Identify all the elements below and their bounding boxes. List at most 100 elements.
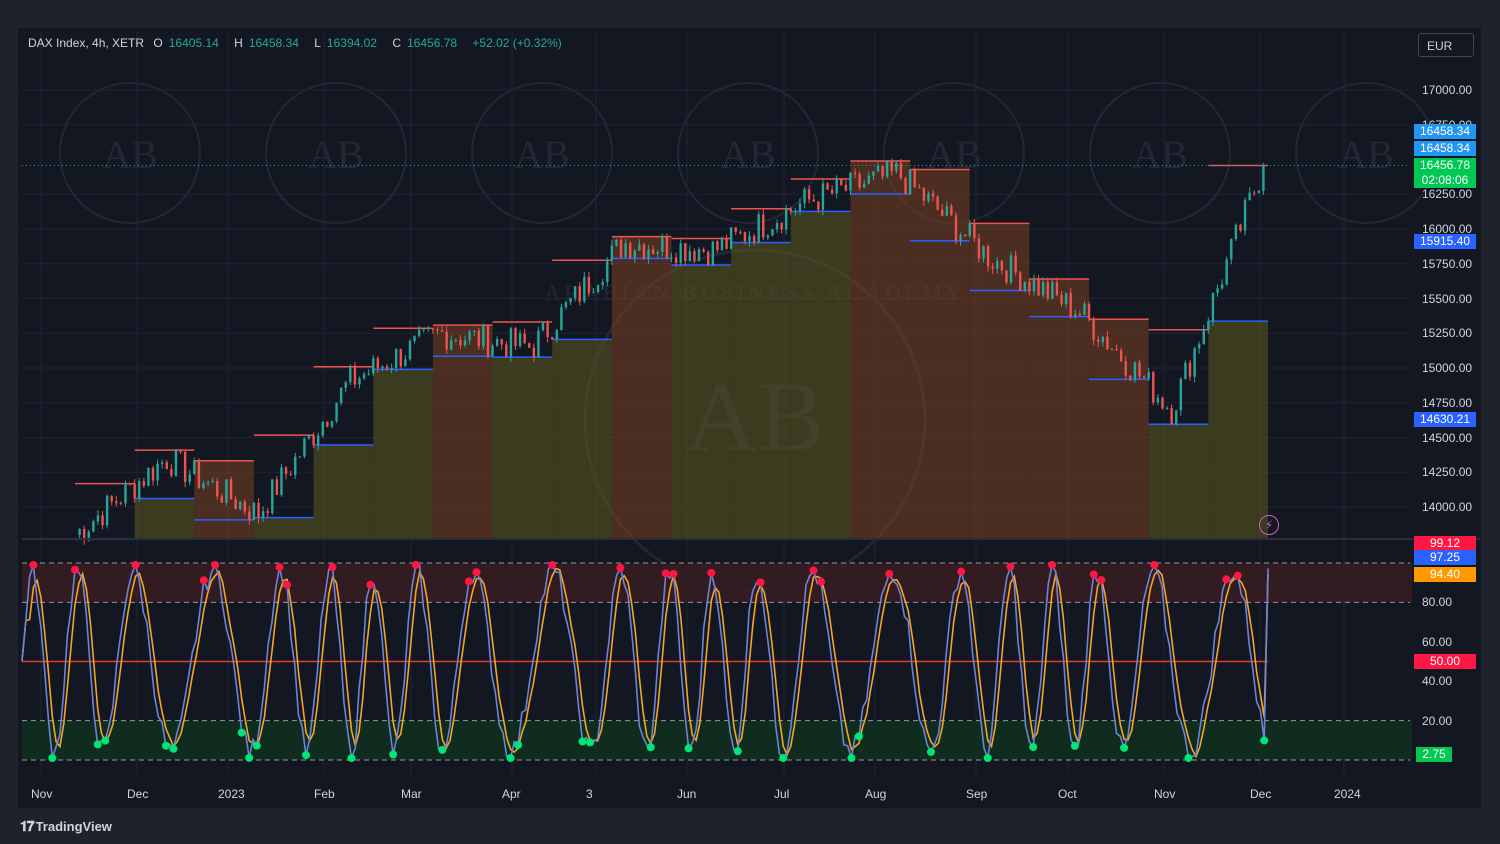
candle-body [890, 160, 893, 171]
tradingview-logo[interactable]: 𝟏𝟕 TradingView [20, 818, 112, 835]
candle-body [500, 339, 503, 345]
currency-button[interactable]: EUR [1418, 33, 1474, 57]
candle-body [1069, 293, 1072, 317]
candle-body [858, 174, 861, 188]
candle-body [1234, 224, 1238, 239]
candle-body [918, 187, 921, 189]
demand-zone [1148, 424, 1209, 538]
price-tag: 16458.34 [1414, 124, 1476, 139]
candle-body [394, 349, 398, 368]
candle-body [936, 196, 939, 210]
candle-body [954, 215, 958, 241]
buy-signal-dot [983, 754, 992, 763]
time-axis-tick: Oct [1058, 787, 1077, 801]
candle-body [661, 236, 664, 253]
candle-body [830, 189, 834, 194]
buy-signal-dot [93, 740, 102, 749]
candle-body [748, 235, 751, 242]
sell-signal-dot [472, 568, 481, 577]
candle-body [101, 515, 104, 526]
candle-body [757, 214, 760, 243]
candle-body [427, 328, 430, 330]
overbought-band [22, 563, 1412, 603]
candle-body [234, 499, 237, 509]
sell-signal-dot [756, 578, 765, 587]
candle-body [376, 358, 380, 369]
buy-signal-dot [245, 753, 254, 762]
sell-signal-dot [275, 563, 284, 572]
close-value: 16456.78 [407, 36, 458, 50]
candle-body [913, 169, 916, 188]
candle-body [367, 373, 370, 375]
candle-body [991, 266, 994, 269]
sell-signal-dot [328, 563, 337, 572]
demand-zone [671, 265, 732, 538]
sell-signal-dot [464, 577, 473, 586]
supply-zone [432, 325, 493, 538]
sell-signal-dot [957, 567, 966, 576]
watermark-initials: AB [514, 132, 570, 177]
candle-body [826, 183, 829, 190]
candle-body [546, 322, 549, 337]
candle-body [385, 366, 389, 370]
candle-body [725, 238, 728, 249]
low-value: 16394.02 [326, 36, 377, 50]
time-axis-tick: 2024 [1334, 787, 1361, 801]
osc-axis-tick: 40.00 [1422, 674, 1453, 689]
candles [78, 158, 1265, 545]
supply-zone [969, 223, 1030, 539]
candle-body [1230, 238, 1233, 260]
candle-body [216, 480, 219, 497]
candle-body [257, 502, 260, 518]
sell-signal-dot [211, 560, 220, 569]
buy-signal-dot [733, 747, 742, 756]
candle-body [358, 378, 361, 385]
candle-body [518, 333, 522, 347]
candle-body [133, 483, 136, 499]
candle-body [1078, 314, 1082, 316]
candle-body [578, 286, 581, 302]
candle-body [1257, 190, 1261, 193]
candle-body [1161, 397, 1164, 409]
time-axis-tick: Nov [1154, 787, 1176, 801]
candle-body [1216, 288, 1219, 293]
candle-body [573, 286, 577, 299]
osc-axis-tick: 20.00 [1422, 713, 1453, 728]
candle-body [1184, 362, 1187, 379]
lightning-icon[interactable]: ⚡ [1259, 515, 1279, 535]
price-axis-tick: 14000.00 [1422, 500, 1473, 514]
buy-signal-dot [854, 732, 863, 741]
candle-body [1253, 192, 1256, 194]
candle-body [867, 175, 871, 184]
buy-signal-dot [1029, 743, 1038, 752]
sell-signal-dot [29, 560, 38, 569]
legend-header: DAX Index, 4h, XETR O 16405.14 H 16458.34 … [28, 36, 568, 50]
demand-zone [731, 242, 791, 538]
candle-body [96, 515, 100, 522]
candle-body [1156, 397, 1160, 403]
candle-body [849, 172, 852, 191]
candle-body [1142, 376, 1146, 379]
candle-body [362, 374, 366, 379]
candle-body [1019, 272, 1022, 291]
candle-body [1060, 294, 1063, 305]
candle-body [271, 479, 274, 514]
sell-signal-dot [885, 569, 894, 578]
candle-body [472, 330, 476, 332]
osc-tag: 94.40 [1414, 567, 1476, 582]
time-axis-tick: Aug [865, 787, 887, 801]
buy-signal-dot [169, 744, 178, 753]
time-axis-tick: Nov [31, 787, 53, 801]
candle-body [1087, 303, 1091, 320]
close-label: C [392, 36, 401, 50]
oscillator [21, 560, 1412, 763]
osc-tag: 50.00 [1414, 654, 1476, 669]
buy-signal-dot [1070, 741, 1079, 750]
open-value: 16405.14 [168, 36, 219, 50]
candle-body [1239, 224, 1242, 231]
candle-body [1074, 314, 1077, 317]
buy-signal-dot [779, 754, 788, 763]
candle-body [844, 184, 848, 191]
candle-body [450, 340, 453, 350]
